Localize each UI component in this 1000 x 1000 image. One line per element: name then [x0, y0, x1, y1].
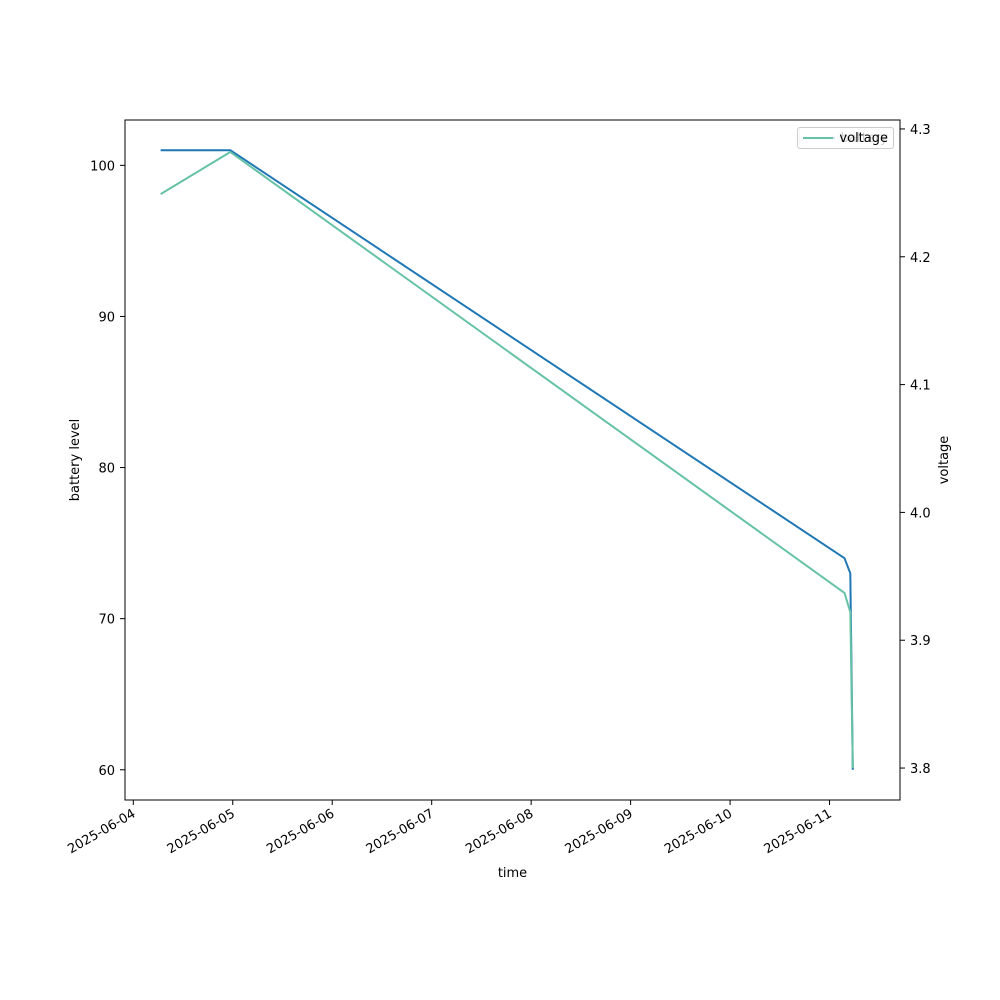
x-tick-label: 2025-06-06: [264, 806, 337, 857]
y-left-tick-label: 70: [98, 613, 115, 628]
x-tick-label: 2025-06-10: [662, 806, 735, 857]
x-tick-label: 2025-06-11: [762, 806, 835, 857]
x-tick-label: 2025-06-07: [364, 806, 437, 857]
legend-voltage-label: voltage: [839, 130, 888, 146]
legend-voltage: voltage: [797, 127, 894, 149]
y-axis-right-label: voltage: [937, 436, 952, 485]
legend-voltage-swatch: [803, 137, 834, 139]
y-right-tick-label: 4.0: [910, 506, 931, 521]
x-tick-label: 2025-06-08: [463, 806, 536, 857]
y-left-tick-label: 80: [98, 462, 115, 477]
y-right-tick-label: 4.3: [910, 123, 931, 138]
y-right-tick-label: 3.8: [910, 762, 931, 777]
x-tick-label: 2025-06-09: [563, 806, 636, 857]
y-left-tick-label: 100: [90, 159, 115, 174]
series-layer: [160, 149, 854, 770]
y-left-tick-label: 90: [98, 310, 115, 325]
series-line-voltage: [160, 151, 854, 769]
x-axis-label: time: [498, 866, 527, 881]
y-right-tick-label: 3.9: [910, 634, 931, 649]
y-right-tick-label: 4.2: [910, 251, 931, 266]
plot-frame: [124, 119, 901, 801]
x-tick-label: 2025-06-04: [65, 806, 138, 857]
x-tick-label: 2025-06-05: [165, 806, 238, 857]
series-line-battery: [160, 149, 854, 770]
y-left-tick-label: 60: [98, 764, 115, 779]
y-axis-left-label: battery level: [68, 419, 83, 502]
y-right-tick-label: 4.1: [910, 379, 931, 394]
